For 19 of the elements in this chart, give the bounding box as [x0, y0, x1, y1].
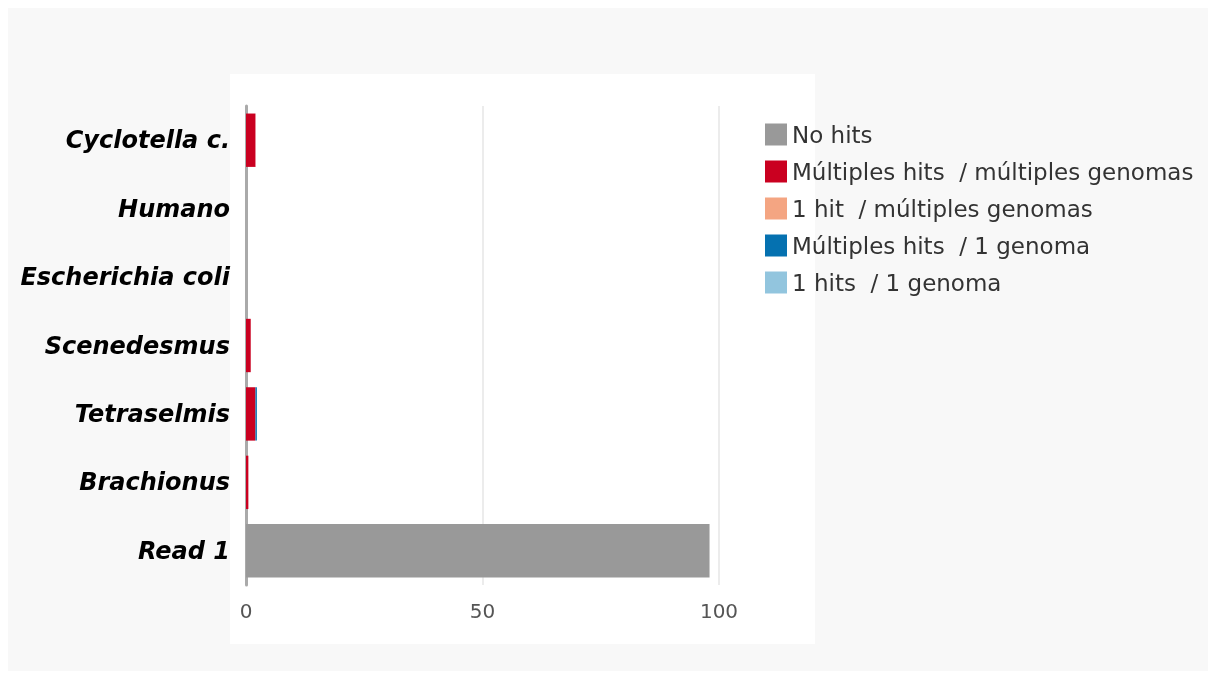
legend-label: No hits — [792, 121, 873, 148]
bar — [246, 524, 710, 578]
y-tick-label: Read 1 — [138, 536, 230, 565]
y-tick-label: Brachionus — [79, 468, 230, 497]
x-tick-label: 0 — [239, 599, 253, 623]
legend-label: Múltiples hits / múltiples genomas — [792, 158, 1194, 185]
bar — [246, 318, 251, 373]
legend-label: Múltiples hits / 1 genoma — [792, 232, 1091, 259]
x-tick-label: 100 — [699, 599, 739, 623]
x-tick-label: 50 — [469, 599, 496, 623]
legend-label: 1 hit / múltiples genomas — [792, 195, 1093, 222]
y-tick-label: Escherichia coli — [20, 263, 231, 292]
bar — [246, 113, 256, 167]
y-tick-label: Humano — [118, 194, 230, 223]
y-tick-label: Scenedesmus — [44, 331, 230, 360]
y-tick-label: Cyclotella c. — [65, 126, 230, 155]
legend-label: 1 hits / 1 genoma — [792, 269, 1002, 296]
bar — [246, 387, 256, 441]
y-tick-label: Tetraselmis — [74, 399, 230, 428]
